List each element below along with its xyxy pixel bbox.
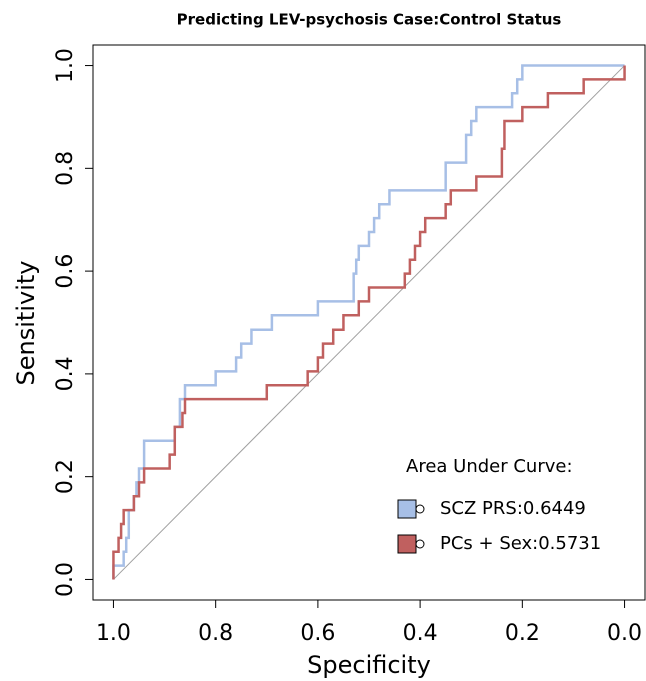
y-tick-label: 0.8 xyxy=(53,151,78,186)
reference-diagonal xyxy=(113,65,625,580)
legend-swatch xyxy=(397,534,417,554)
y-tick-label: 0.6 xyxy=(53,254,78,289)
x-tick-label: 0.2 xyxy=(505,621,540,646)
y-axis-label: Sensitivity xyxy=(12,261,40,386)
x-axis-label: Specificity xyxy=(307,651,431,679)
y-tick-label: 0.0 xyxy=(53,562,78,597)
legend-marker xyxy=(415,539,425,549)
x-tick-label: 0.6 xyxy=(300,621,335,646)
x-tick-label: 0.0 xyxy=(607,621,642,646)
x-tick-label: 0.8 xyxy=(198,621,233,646)
roc-curve xyxy=(112,64,625,580)
x-tick-label: 0.4 xyxy=(403,621,438,646)
legend-label: PCs + Sex:0.5731 xyxy=(440,533,601,554)
legend-label: SCZ PRS:0.6449 xyxy=(440,498,586,519)
y-tick-label: 0.2 xyxy=(53,459,78,494)
y-tick-label: 0.4 xyxy=(53,356,78,391)
plot-frame xyxy=(92,44,646,601)
legend-swatch xyxy=(397,499,417,519)
legend-marker xyxy=(415,504,425,514)
roc-curve xyxy=(112,65,626,580)
chart-title: Predicting LEV-psychosis Case:Control St… xyxy=(177,11,562,29)
legend-title: Area Under Curve: xyxy=(406,456,573,477)
x-tick-label: 1.0 xyxy=(96,621,131,646)
y-tick-label: 1.0 xyxy=(53,48,78,83)
